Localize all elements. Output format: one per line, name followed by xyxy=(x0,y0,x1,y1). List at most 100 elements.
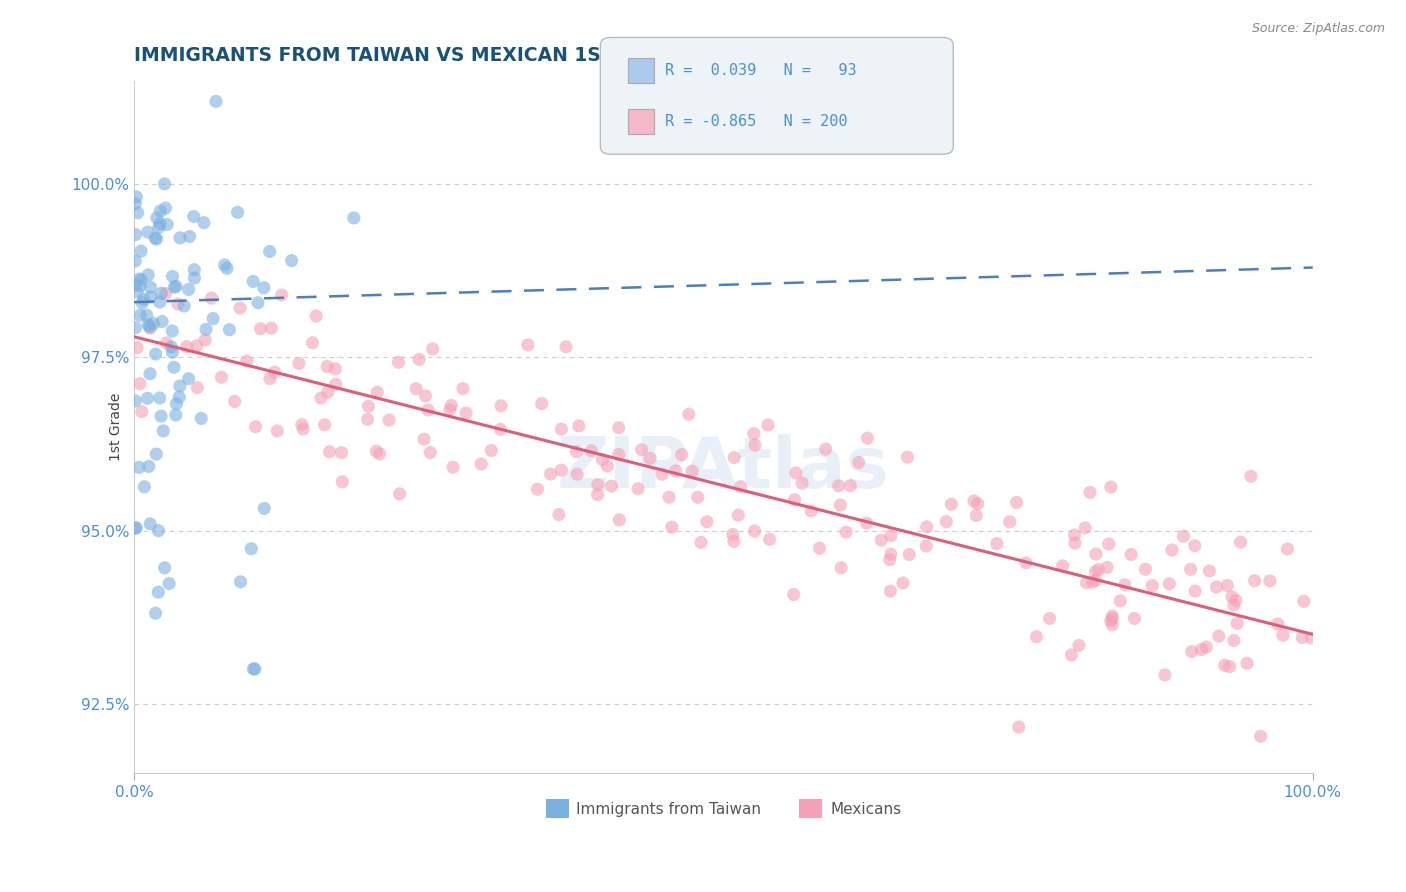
Point xyxy=(173,299,195,313)
Point xyxy=(129,308,152,322)
Point xyxy=(215,261,238,276)
Point xyxy=(879,552,901,566)
Point xyxy=(1064,536,1087,550)
Point xyxy=(131,273,153,287)
Point xyxy=(1223,633,1246,648)
Point xyxy=(607,421,630,435)
Point xyxy=(1060,648,1083,662)
Point xyxy=(186,339,208,353)
Point xyxy=(1225,593,1247,607)
Point xyxy=(143,231,166,245)
Point xyxy=(1084,547,1107,561)
Point xyxy=(681,464,703,478)
Point xyxy=(169,231,191,245)
Point xyxy=(1184,584,1206,599)
Point xyxy=(526,482,548,496)
Point xyxy=(224,394,246,409)
Point xyxy=(330,445,353,459)
Point xyxy=(415,389,437,403)
Point xyxy=(607,448,630,462)
Point xyxy=(1121,548,1143,562)
Point xyxy=(880,547,903,561)
Point xyxy=(148,585,170,599)
Point xyxy=(686,490,709,504)
Point xyxy=(1220,590,1243,604)
Point xyxy=(1250,729,1272,743)
Point xyxy=(1180,562,1202,576)
Point xyxy=(1140,579,1163,593)
Point xyxy=(148,524,170,538)
Point xyxy=(194,333,217,347)
Point xyxy=(150,286,173,301)
Point xyxy=(242,662,264,676)
Point xyxy=(1109,593,1132,607)
Point xyxy=(1008,720,1031,734)
Point xyxy=(550,422,572,436)
Point xyxy=(139,290,162,304)
Point xyxy=(150,409,173,424)
Point xyxy=(727,508,749,523)
Point xyxy=(132,293,155,307)
Y-axis label: 1st Grade: 1st Grade xyxy=(110,392,122,461)
Point xyxy=(169,379,191,393)
Point xyxy=(205,95,228,109)
Point xyxy=(416,403,439,417)
Point xyxy=(1095,560,1118,574)
Point xyxy=(1101,611,1123,625)
Point xyxy=(291,417,314,432)
Point xyxy=(730,480,752,494)
Point xyxy=(177,283,200,297)
Point xyxy=(167,390,190,404)
Point xyxy=(413,432,436,446)
Point xyxy=(167,297,190,311)
Point xyxy=(814,442,837,456)
Point xyxy=(1292,594,1315,608)
Point xyxy=(1052,558,1074,573)
Point xyxy=(1173,529,1195,543)
Point xyxy=(136,225,159,239)
Point xyxy=(149,295,172,310)
Point xyxy=(139,321,162,335)
Point xyxy=(270,288,292,302)
Point xyxy=(1161,543,1184,558)
Point xyxy=(607,513,630,527)
Point xyxy=(1240,469,1263,483)
Point xyxy=(896,450,918,465)
Point xyxy=(148,220,170,235)
Point xyxy=(758,533,780,547)
Point xyxy=(1099,480,1122,494)
Point xyxy=(156,218,179,232)
Point xyxy=(419,445,441,459)
Point xyxy=(898,548,921,562)
Point xyxy=(439,403,461,417)
Point xyxy=(124,320,146,334)
Point xyxy=(124,521,146,535)
Point xyxy=(378,413,401,427)
Point xyxy=(190,411,212,425)
Point xyxy=(839,479,862,493)
Point xyxy=(827,479,849,493)
Point xyxy=(830,561,852,575)
Point xyxy=(246,295,269,310)
Point xyxy=(135,308,157,322)
Point xyxy=(1223,598,1246,612)
Point xyxy=(470,457,492,471)
Point xyxy=(581,443,603,458)
Point xyxy=(177,372,200,386)
Point xyxy=(157,576,180,591)
Point xyxy=(183,210,205,224)
Point xyxy=(260,321,283,335)
Point xyxy=(1226,616,1249,631)
Point xyxy=(915,539,938,553)
Point xyxy=(1198,564,1220,578)
Point xyxy=(125,190,148,204)
Point xyxy=(150,314,173,328)
Point xyxy=(259,372,281,386)
Point xyxy=(160,340,183,354)
Text: Source: ZipAtlas.com: Source: ZipAtlas.com xyxy=(1251,22,1385,36)
Text: R = -0.865   N = 200: R = -0.865 N = 200 xyxy=(665,114,848,129)
Point xyxy=(1205,580,1227,594)
Point xyxy=(155,335,177,350)
Point xyxy=(830,498,852,512)
Point xyxy=(440,399,463,413)
